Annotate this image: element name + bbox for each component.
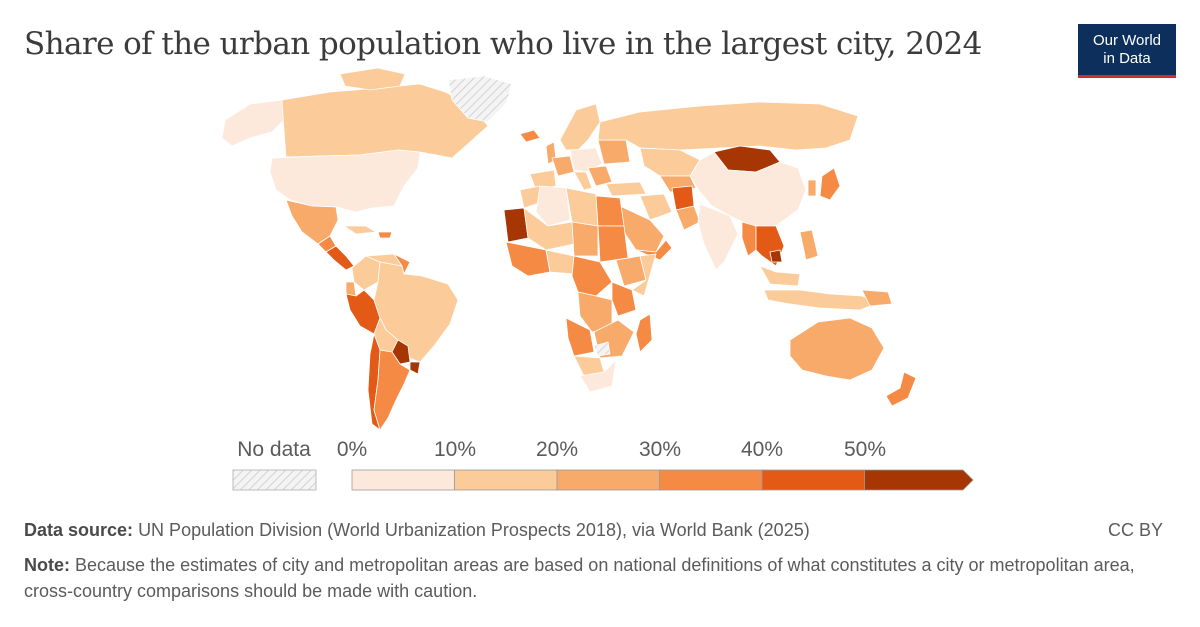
region-madagascar[interactable] bbox=[635, 313, 653, 353]
region-usa[interactable] bbox=[269, 149, 421, 213]
region-spain-portugal[interactable] bbox=[529, 169, 557, 191]
region-uruguay[interactable] bbox=[409, 361, 421, 375]
region-central-africa[interactable] bbox=[571, 255, 613, 297]
legend-bin-0[interactable] bbox=[351, 469, 455, 491]
region-central-america[interactable] bbox=[325, 245, 355, 271]
note-text: Because the estimates of city and metrop… bbox=[24, 555, 1135, 601]
region-colombia[interactable] bbox=[351, 255, 381, 291]
data-source-text[interactable]: UN Population Division (World Urbanizati… bbox=[138, 520, 810, 540]
chart-note: Note: Because the estimates of city and … bbox=[24, 552, 1154, 604]
legend-tick-label: 20% bbox=[535, 438, 579, 461]
region-western-sahara[interactable] bbox=[593, 341, 611, 357]
region-egypt[interactable] bbox=[595, 195, 625, 227]
region-west-africa[interactable] bbox=[505, 241, 551, 277]
region-australia[interactable] bbox=[789, 317, 885, 381]
data-source-label: Data source: bbox=[24, 520, 134, 540]
legend-bin-2[interactable] bbox=[556, 469, 660, 491]
legend-color-scale bbox=[351, 469, 974, 491]
region-philippines[interactable] bbox=[799, 229, 819, 261]
region-japan[interactable] bbox=[819, 167, 841, 201]
legend-no-data-swatch bbox=[232, 469, 317, 491]
legend-tick-label: 40% bbox=[740, 438, 784, 461]
region-italy[interactable] bbox=[573, 171, 593, 191]
legend-tick-label: 50% bbox=[843, 438, 887, 461]
region-malaysia[interactable] bbox=[759, 265, 801, 287]
logo-line-2: in Data bbox=[1103, 50, 1151, 67]
legend-bin-1[interactable] bbox=[454, 469, 558, 491]
region-belarus-ukraine[interactable] bbox=[597, 139, 631, 165]
note-label: Note: bbox=[24, 555, 70, 575]
region-argentina[interactable] bbox=[373, 349, 411, 431]
region-russia[interactable] bbox=[597, 101, 859, 151]
license-link[interactable]: CC BY bbox=[1108, 520, 1164, 540]
owid-logo[interactable]: Our World in Data bbox=[1078, 24, 1176, 78]
region-sudan[interactable] bbox=[597, 225, 629, 263]
region-greenland[interactable] bbox=[447, 75, 513, 123]
region-hispaniola[interactable] bbox=[377, 231, 393, 239]
region-turkey[interactable] bbox=[605, 181, 647, 197]
region-china[interactable] bbox=[689, 151, 807, 227]
region-libya[interactable] bbox=[565, 187, 599, 227]
region-balkans[interactable] bbox=[587, 165, 613, 187]
region-east-africa[interactable] bbox=[611, 281, 637, 317]
region-new-zealand[interactable] bbox=[885, 371, 917, 407]
region-south-africa[interactable] bbox=[579, 359, 617, 393]
region-arctic-islands[interactable] bbox=[339, 67, 406, 91]
legend-tick-label: 10% bbox=[433, 438, 477, 461]
region-iran[interactable] bbox=[639, 193, 673, 221]
region-india[interactable] bbox=[697, 203, 739, 271]
region-scandinavia[interactable] bbox=[559, 103, 601, 151]
legend-bin-5[interactable] bbox=[864, 469, 974, 491]
logo-line-1: Our World bbox=[1092, 32, 1162, 49]
region-nigeria[interactable] bbox=[545, 249, 575, 275]
legend-no-data-label: No data bbox=[237, 438, 311, 461]
region-pakistan[interactable] bbox=[675, 205, 701, 231]
region-somalia[interactable] bbox=[631, 253, 657, 297]
region-chad[interactable] bbox=[571, 221, 599, 257]
region-png[interactable] bbox=[861, 289, 893, 307]
legend-tick-label: 0% bbox=[336, 438, 368, 461]
legend-bin-3[interactable] bbox=[659, 469, 763, 491]
legend-tick-label: 30% bbox=[638, 438, 682, 461]
region-france[interactable] bbox=[551, 155, 575, 177]
region-yemen-oman[interactable] bbox=[635, 239, 673, 261]
region-cambodia[interactable] bbox=[769, 249, 783, 263]
region-kazakhstan[interactable] bbox=[639, 147, 701, 177]
region-algeria[interactable] bbox=[535, 185, 571, 227]
region-korea[interactable] bbox=[807, 179, 817, 197]
region-indonesia[interactable] bbox=[763, 289, 881, 311]
legend-bin-4[interactable] bbox=[761, 469, 865, 491]
region-alaska[interactable] bbox=[221, 99, 287, 147]
region-angola[interactable] bbox=[565, 317, 595, 357]
chart-title: Share of the urban population who live i… bbox=[24, 26, 982, 62]
region-cuba[interactable] bbox=[343, 225, 377, 235]
data-source: Data source: UN Population Division (Wor… bbox=[24, 520, 810, 541]
region-myanmar[interactable] bbox=[741, 221, 757, 257]
region-iceland[interactable] bbox=[519, 129, 541, 143]
